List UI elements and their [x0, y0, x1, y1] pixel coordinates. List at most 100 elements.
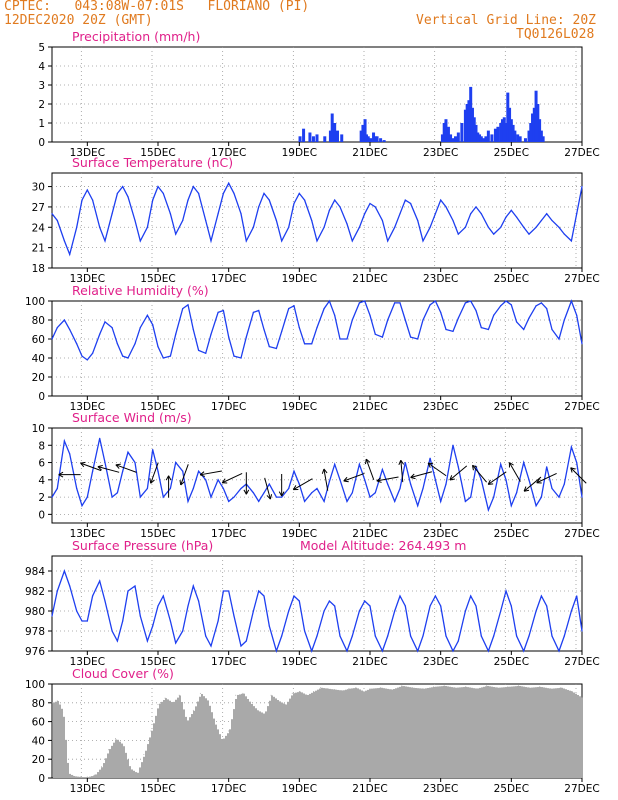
x-tick-label: 21DEC — [352, 656, 387, 668]
data-point — [205, 352, 207, 354]
data-point — [93, 774, 95, 776]
data-point — [528, 635, 530, 637]
data-point — [92, 199, 94, 201]
data-point — [493, 496, 495, 498]
data-point — [116, 640, 118, 642]
y-tick-label: 80 — [32, 698, 45, 710]
data-point — [252, 226, 254, 228]
data-point — [581, 185, 583, 188]
data-point — [457, 466, 459, 468]
cloud-column — [503, 687, 505, 778]
x-tick-label: 23DEC — [423, 783, 458, 795]
data-point — [298, 327, 300, 329]
cloud-column — [185, 716, 187, 778]
data-point — [563, 635, 565, 637]
data-point — [263, 713, 265, 715]
cloud-column — [199, 696, 201, 778]
cloud-column — [451, 687, 453, 778]
cloud-column — [193, 710, 195, 778]
wind-arrow — [97, 466, 120, 473]
data-point — [560, 687, 562, 689]
data-point — [369, 605, 371, 607]
data-point — [56, 487, 58, 490]
data-point — [108, 749, 110, 751]
data-point — [475, 309, 477, 312]
data-point — [410, 483, 412, 485]
data-point — [346, 500, 348, 503]
cloud-column — [425, 688, 427, 778]
data-point — [546, 605, 548, 607]
cloud-column — [361, 690, 363, 778]
cloud-column — [527, 687, 529, 778]
data-point — [245, 640, 247, 642]
x-tick-label: 15DEC — [140, 783, 175, 795]
data-point — [198, 470, 200, 472]
data-point — [210, 496, 212, 498]
cloud-column — [341, 690, 343, 778]
data-point — [312, 691, 314, 693]
cloud-column — [413, 687, 415, 778]
cloud-column — [563, 688, 565, 778]
data-point — [429, 605, 431, 607]
data-point — [242, 692, 244, 694]
data-point — [192, 328, 194, 331]
data-point — [358, 302, 360, 304]
cloud-column — [155, 715, 157, 778]
x-tick-label: 19DEC — [282, 147, 317, 159]
data-point — [129, 768, 131, 770]
data-point — [323, 610, 325, 612]
cloud-column — [369, 689, 371, 778]
cloud-column — [163, 700, 165, 778]
data-point — [470, 595, 472, 597]
data-point — [351, 319, 353, 321]
cloud-column — [519, 685, 521, 778]
cloud-column — [177, 697, 179, 778]
cloud-column — [523, 686, 525, 778]
data-point — [288, 226, 290, 228]
cloud-column — [441, 686, 443, 778]
data-point — [540, 302, 542, 304]
cloud-column — [399, 686, 401, 778]
data-point — [228, 500, 230, 503]
cloud-column — [91, 776, 93, 778]
data-point — [304, 630, 306, 632]
data-point — [316, 635, 318, 637]
data-point — [546, 308, 548, 310]
precip-bar — [478, 134, 482, 142]
wind-arrow-head — [365, 458, 371, 463]
station-title: CPTEC: 043:08W-07:01S FLORIANO (PI) — [4, 0, 310, 14]
precip-bar — [484, 136, 488, 142]
data-point — [328, 300, 330, 302]
cloud-column — [61, 708, 63, 778]
wind-arrow-head — [165, 475, 170, 481]
data-point — [523, 461, 525, 464]
cloud-column — [223, 738, 225, 778]
cloud-column — [289, 698, 291, 778]
data-point — [500, 226, 502, 228]
cloud-column — [149, 737, 151, 778]
y-tick-label: 2 — [38, 99, 45, 111]
data-point — [540, 595, 542, 597]
cloud-column — [431, 687, 433, 778]
precip-bar — [330, 113, 334, 142]
cloud-column — [219, 734, 221, 778]
precip-bar — [470, 107, 474, 142]
cloud-column — [99, 769, 101, 778]
data-point — [440, 500, 442, 503]
wind-arrow — [487, 471, 507, 485]
cloud-column — [85, 777, 87, 778]
cloud-column — [183, 709, 185, 778]
data-point — [320, 687, 322, 689]
data-point — [99, 580, 101, 582]
data-point — [222, 192, 224, 194]
data-point — [233, 615, 235, 617]
cloud-column — [403, 686, 405, 778]
data-point — [535, 505, 537, 507]
cloud-column — [443, 685, 445, 778]
data-point — [346, 338, 348, 340]
cloud-column — [245, 696, 247, 778]
data-point — [505, 590, 507, 592]
data-point — [551, 219, 553, 222]
data-point — [452, 219, 454, 222]
data-point — [293, 305, 295, 307]
